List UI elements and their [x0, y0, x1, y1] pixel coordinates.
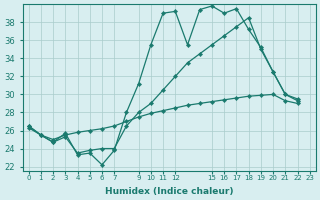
X-axis label: Humidex (Indice chaleur): Humidex (Indice chaleur): [105, 187, 234, 196]
